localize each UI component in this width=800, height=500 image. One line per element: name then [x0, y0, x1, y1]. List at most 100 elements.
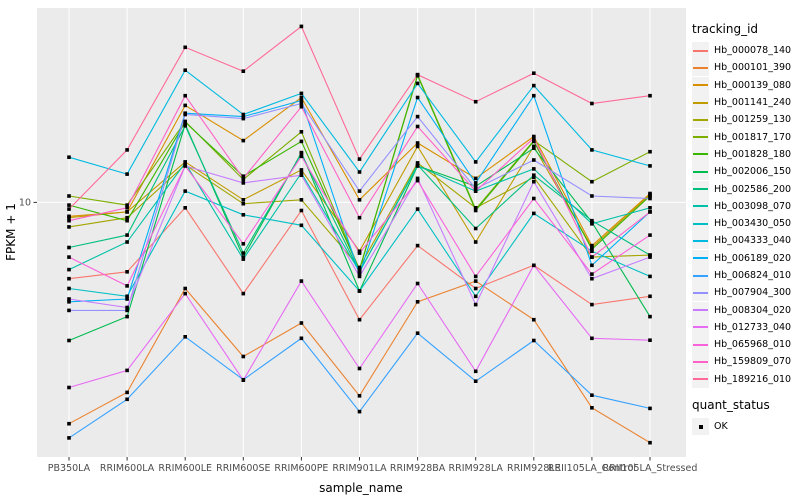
legend-entry-Hb_000139_080: Hb_000139_080 [692, 76, 798, 94]
data-point-Hb_001817_170-RRIM600LA [125, 203, 129, 207]
legend-gap [692, 388, 798, 398]
legend-entry-Hb_003098_070: Hb_003098_070 [692, 197, 798, 215]
data-point-Hb_189216_010-RRII105LA_Control [590, 101, 594, 106]
data-point-Hb_001817_170-RRII105LA_Control [590, 179, 594, 184]
data-point-Hb_012733_040-RRIM600SE [241, 378, 246, 382]
data-point-Hb_003430_050-RRIM928BA [415, 207, 420, 211]
data-point-Hb_007904_300-RRIM600PE [299, 101, 304, 106]
data-point-Hb_001141_240-PB350LA [67, 215, 71, 220]
data-point-Hb_159809_070-RRIM901LA [357, 215, 362, 220]
data-point-Hb_006189_020-RRII105LA_Control [590, 263, 594, 268]
data-point-Hb_002006_150-RRIM928LA [473, 184, 478, 189]
data-point-Hb_000101_390-RRIM928LE [532, 317, 536, 322]
data-point-Hb_001828_180-RRIM600LA [125, 218, 129, 223]
data-point-Hb_159809_070-RRIM600SE [241, 176, 246, 181]
data-point-Hb_000139_080-RRIM928LA [473, 176, 478, 181]
data-point-Hb_003430_050-RRIM928LA [473, 294, 478, 299]
data-point-Hb_012733_040-RRII105LA_Control [590, 336, 594, 341]
data-point-Hb_065968_010-RRIM901LA [357, 251, 362, 255]
data-point-Hb_003098_070-RRII105LA_Control [590, 222, 594, 226]
data-point-Hb_002586_200-RRIM928LA [473, 226, 478, 231]
legend-key-line-icon [693, 360, 708, 363]
data-point-Hb_001817_170-RRII105LA_Stressed [648, 149, 652, 154]
data-point-Hb_159809_070-PB350LA [67, 218, 71, 223]
x-tick-label-PB350LA: PB350LA [48, 463, 91, 474]
legend-key-swatch [692, 128, 709, 146]
data-point-Hb_006824_010-RRIM901LA [357, 409, 362, 414]
legend-key-line-icon [693, 309, 708, 312]
data-point-Hb_001828_180-RRII105LA_Control [590, 247, 594, 252]
gridlines [37, 8, 686, 457]
legend-key-line-icon [693, 101, 708, 104]
data-point-Hb_065968_010-RRIM928LA [473, 274, 478, 279]
data-point-Hb_065968_010-RRII105LA_Stressed [648, 233, 652, 237]
data-point-Hb_003098_070-RRIM928BA [415, 164, 420, 168]
legend-entry-Hb_003430_050: Hb_003430_050 [692, 215, 798, 233]
legend-entry-label: Hb_000139_080 [714, 79, 792, 91]
data-point-Hb_065968_010-RRIM600SE [241, 242, 246, 246]
data-point-Hb_189216_010-PB350LA [67, 207, 71, 211]
legend-entry-label: Hb_159809_070 [714, 356, 792, 368]
data-point-Hb_159809_070-RRIM928LA [473, 189, 478, 193]
data-point-Hb_001259_130-PB350LA [67, 225, 71, 229]
legend-key-swatch [692, 94, 709, 112]
legend-key-line-icon [693, 378, 708, 381]
legend-entry-Hb_007904_300: Hb_007904_300 [692, 284, 798, 302]
data-point-Hb_159809_070-RRII105LA_Control [590, 255, 594, 259]
data-point-Hb_000139_080-RRIM600SE [241, 138, 246, 143]
legend-entry-label: Hb_006824_010 [714, 270, 792, 281]
legend-key-swatch [692, 267, 709, 284]
data-point-Hb_159809_070-RRIM600PE [299, 104, 304, 109]
data-point-Hb_004333_040-RRIM600PE [299, 91, 304, 96]
data-point-Hb_000078_140-RRII105LA_Stressed [648, 294, 652, 299]
x-axis-title: sample_name [319, 481, 403, 495]
legend-key-swatch [692, 42, 709, 60]
data-point-Hb_000101_390-RRIM600PE [299, 321, 304, 325]
data-point-Hb_000139_080-RRIM600PE [299, 95, 304, 100]
legend-entry-label: Hb_001817_170 [714, 131, 792, 143]
data-point-Hb_159809_070-RRIM928BA [415, 124, 420, 129]
legend-key-swatch [692, 318, 709, 336]
data-point-Hb_159809_070-RRIM600LE [183, 93, 187, 98]
data-point-Hb_189216_010-RRIM600LE [183, 45, 187, 50]
legend-entry-Hb_000101_390: Hb_000101_390 [692, 59, 798, 77]
data-point-Hb_001259_130-RRIM600PE [299, 198, 304, 202]
legend-key-point-icon [698, 424, 703, 429]
data-point-Hb_004333_040-RRIM600LA [125, 172, 129, 176]
data-point-Hb_007904_300-PB350LA [67, 308, 71, 313]
data-point-Hb_189216_010-RRIM928LE [532, 71, 536, 75]
data-point-Hb_012733_040-RRIM928LA [473, 369, 478, 374]
data-point-Hb_189216_010-RRIM928BA [415, 72, 420, 77]
legend-entry-label: Hb_189216_010 [714, 373, 792, 385]
data-point-Hb_003430_050-RRIM600PE [299, 223, 304, 228]
legend-entry-label: Hb_002586_200 [714, 183, 792, 195]
data-point-Hb_159809_070-RRII105LA_Stressed [648, 210, 652, 214]
legend-key-swatch [692, 215, 709, 233]
x-tick-label-RRII105LA_Stressed: RRII105LA_Stressed [603, 463, 698, 474]
legend-key-swatch [692, 111, 709, 129]
y-axis-title: FPKM + 1 [4, 203, 18, 261]
data-point-Hb_012733_040-RRIM901LA [357, 366, 362, 371]
data-point-Hb_004333_040-PB350LA [67, 155, 71, 159]
legend-key-line-icon [693, 188, 708, 191]
legend-entry-label: Hb_008304_020 [714, 304, 792, 316]
data-point-Hb_002006_150-RRIM600LA [125, 314, 129, 319]
data-point-Hb_001259_130-RRIM928LE [532, 175, 536, 180]
legend-key-line-icon [693, 170, 708, 173]
data-point-Hb_004333_040-RRII105LA_Control [590, 148, 594, 152]
data-point-Hb_001141_240-RRIM600SE [241, 198, 246, 202]
data-point-Hb_012733_040-RRIM928LE [532, 263, 536, 268]
legend-entry-label: Hb_012733_040 [714, 321, 792, 333]
data-point-Hb_189216_010-RRIM928LA [473, 99, 478, 104]
legend-key-line-icon [693, 257, 708, 260]
data-point-Hb_012733_040-RRIM600PE [299, 279, 304, 283]
data-point-Hb_006189_020-RRIM600SE [241, 114, 246, 119]
legend-entry-Hb_001259_130: Hb_001259_130 [692, 111, 798, 129]
legend-key-swatch [692, 284, 709, 302]
data-point-Hb_004333_040-RRIM928BA [415, 81, 420, 86]
data-point-Hb_006189_020-RRIM600LA [125, 297, 129, 301]
data-point-Hb_007904_300-RRIM928LA [473, 186, 478, 191]
legend-title-quant-status: quant_status [692, 397, 770, 412]
data-point-Hb_006189_020-PB350LA [67, 300, 71, 304]
